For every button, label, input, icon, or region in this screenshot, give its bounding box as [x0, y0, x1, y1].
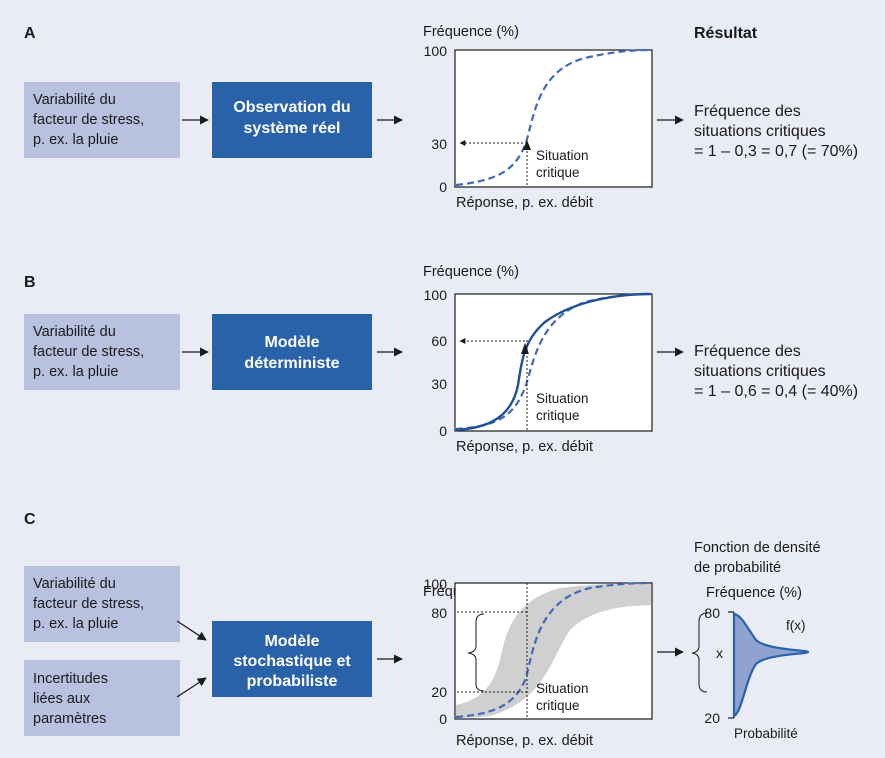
critical-marker-b: [521, 343, 529, 354]
tick-b-30: 30: [431, 376, 447, 392]
stress-input-box-a: [24, 82, 180, 158]
stress-input-a-line-3: p. ex. la pluie: [33, 132, 118, 148]
model-c-line-1: Modèle: [264, 633, 319, 650]
panel-b-letter: B: [24, 274, 36, 291]
arrow-c-stress: [176, 620, 207, 641]
panel-a: A Variabilité du facteur de stress, p. e…: [24, 24, 858, 211]
uncertainty-line-2: liées aux: [33, 691, 91, 707]
result-a-line-3: = 1 – 0,3 = 0,7 (= 70%): [694, 143, 858, 160]
tick-c-80: 80: [431, 605, 447, 621]
plot-frame-a: [454, 49, 653, 188]
model-a-line-2: système réel: [244, 120, 341, 137]
critical-b-line-1: Situation: [536, 391, 589, 406]
response-axis-label-a: Réponse, p. ex. débit: [456, 195, 593, 211]
plot-frame-b: [454, 293, 653, 432]
density-title-line-1: Fonction de densité: [694, 540, 821, 556]
freq-axis-label-b: Fréquence (%): [423, 264, 519, 280]
critical-c-line-2: critique: [536, 698, 580, 713]
observed-curve-a: [455, 48, 652, 187]
critical-a-line-1: Situation: [536, 148, 589, 163]
critical-a-line-2: critique: [536, 165, 580, 180]
uncertainty-line-3: paramètres: [33, 711, 106, 727]
stress-input-b-line-1: Variabilité du: [33, 324, 116, 340]
stress-input-b-line-2: facteur de stress,: [33, 344, 144, 360]
tick-c-0: 0: [439, 711, 447, 727]
tick-a-100: 100: [424, 43, 448, 59]
stress-input-box-b: [24, 314, 180, 390]
stress-input-b-line-3: p. ex. la pluie: [33, 364, 118, 380]
stress-input-c-line-2: facteur de stress,: [33, 596, 144, 612]
model-box-c: [212, 621, 372, 697]
stress-input-a-line-2: facteur de stress,: [33, 112, 144, 128]
range-brace: [467, 613, 485, 692]
tick-c-20: 20: [431, 684, 447, 700]
observed-curve-c: [455, 581, 652, 719]
result-b-line-2: situations critiques: [694, 363, 826, 380]
stress-input-a-line-1: Variabilité du: [33, 92, 116, 108]
panel-c: C Variabilité du facteur de stress, p. e…: [24, 511, 821, 749]
critical-marker-a: [523, 140, 531, 150]
result-a-line-2: situations critiques: [694, 123, 826, 140]
freq-axis-label-a: Fréquence (%): [423, 24, 519, 40]
model-b-line-2: déterministe: [244, 355, 339, 372]
critical-b-line-2: critique: [536, 408, 580, 423]
critical-c-line-1: Situation: [536, 681, 589, 696]
panel-a-letter: A: [24, 25, 36, 42]
response-axis-label-b: Réponse, p. ex. débit: [456, 439, 593, 455]
panel-c-letter: C: [24, 511, 36, 528]
response-axis-label-c: Réponse, p. ex. débit: [456, 733, 593, 749]
tick-c-100: 100: [424, 576, 448, 592]
model-box-a: [212, 82, 372, 158]
result-header: Résultat: [694, 25, 758, 42]
uncertainty-line-1: Incertitudes: [33, 671, 108, 687]
tick-b-100: 100: [424, 287, 448, 303]
model-c-line-2: stochastique et: [233, 653, 351, 670]
result-b-line-1: Fréquence des: [694, 343, 801, 360]
panel-b: B Variabilité du facteur de stress, p. e…: [24, 264, 858, 455]
density-brace: [691, 612, 708, 693]
stress-input-c-line-3: p. ex. la pluie: [33, 616, 118, 632]
density-title-line-2: de probabilité: [694, 560, 781, 576]
density-axis-label: Fréquence (%): [706, 585, 802, 601]
density-curve: [732, 612, 810, 718]
density-xlabel: Probabilité: [734, 726, 798, 741]
tick-b-0: 0: [439, 423, 447, 439]
density-tick-20: 20: [704, 710, 720, 726]
tick-a-0: 0: [439, 179, 447, 195]
tick-a-30: 30: [431, 136, 447, 152]
density-function-label: f(x): [786, 618, 806, 633]
stress-input-box-c: [24, 566, 180, 642]
tick-b-60: 60: [431, 333, 447, 349]
observed-curve-b: [455, 292, 652, 431]
stress-input-c-line-1: Variabilité du: [33, 576, 116, 592]
uncertainty-band: [456, 583, 651, 718]
density-variable-label: x: [716, 645, 723, 661]
arrow-c-uncertainty: [176, 677, 207, 698]
density-tick-80: 80: [704, 605, 720, 621]
model-c-line-3: probabiliste: [247, 673, 338, 690]
model-a-line-1: Observation du: [233, 99, 350, 116]
result-b-line-3: = 1 – 0,6 = 0,4 (= 40%): [694, 383, 858, 400]
model-b-line-1: Modèle: [264, 334, 319, 351]
result-a-line-1: Fréquence des: [694, 103, 801, 120]
uncertainty-input-box: [24, 660, 180, 736]
model-box-b: [212, 314, 372, 390]
